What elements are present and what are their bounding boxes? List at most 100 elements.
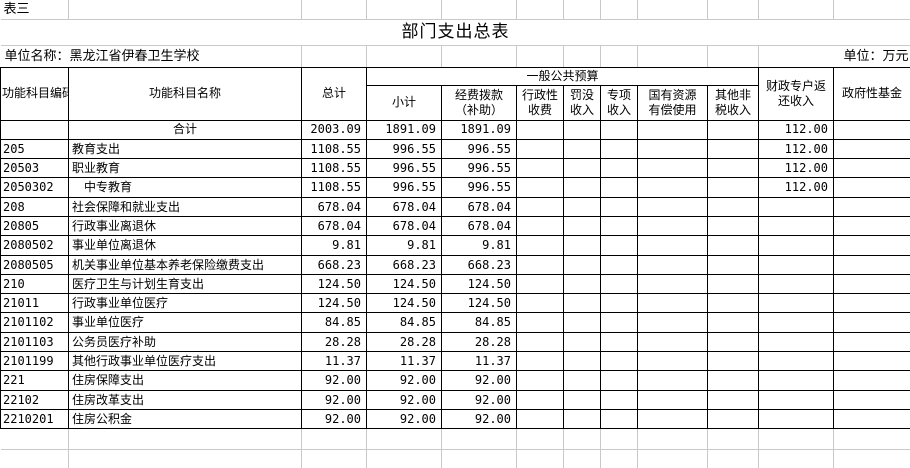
col-header-gov-funds[interactable]: 政府性基金 [833,66,910,121]
cell-grant[interactable]: 678.04 [441,196,517,217]
cell-gov-funds[interactable] [833,235,910,256]
empty-cell[interactable] [637,449,708,468]
empty-cell[interactable] [366,0,442,20]
empty-cell[interactable] [301,45,367,68]
cell-grant[interactable]: 9.81 [441,235,517,256]
cell-grant[interactable]: 996.55 [441,138,517,160]
empty-cell[interactable] [441,428,517,451]
empty-cell[interactable] [68,428,302,451]
cell-state-resources[interactable] [637,138,708,160]
col-header-fiscal-return[interactable]: 财政专户返 还收入 [758,66,834,121]
cell-admin-fees[interactable] [516,177,564,198]
cell-confiscation[interactable] [563,215,601,237]
cell-confiscation[interactable] [563,235,601,256]
cell-admin-fees[interactable] [516,331,564,353]
cell-other-nontax[interactable] [707,158,759,179]
cell-name[interactable]: 社会保障和就业支出 [68,196,302,217]
cell-fiscal-return[interactable] [758,254,834,275]
empty-cell[interactable] [516,449,564,468]
cell-state-resources[interactable] [637,273,708,295]
cell-total[interactable]: 2003.09 [301,119,367,140]
cell-special-income[interactable] [600,138,638,160]
cell-other-nontax[interactable] [707,273,759,295]
cell-confiscation[interactable] [563,138,601,160]
cell-code[interactable]: 221 [0,370,69,391]
cell-gov-funds[interactable] [833,389,910,410]
cell-subtotal[interactable]: 678.04 [366,215,442,237]
cell-fiscal-return[interactable] [758,293,834,314]
empty-cell[interactable] [707,428,759,451]
cell-other-nontax[interactable] [707,293,759,314]
cell-grant[interactable]: 124.50 [441,293,517,314]
cell-name[interactable]: 职业教育 [68,158,302,179]
cell-state-resources[interactable] [637,351,708,372]
cell-confiscation[interactable] [563,158,601,179]
cell-state-resources[interactable] [637,293,708,314]
empty-cell[interactable] [563,0,601,20]
cell-code[interactable]: 2101103 [0,331,69,353]
cell-other-nontax[interactable] [707,408,759,430]
cell-grant[interactable]: 92.00 [441,408,517,430]
cell-confiscation[interactable] [563,408,601,430]
cell-fiscal-return[interactable] [758,273,834,295]
cell-code[interactable]: 210 [0,273,69,295]
cell-total[interactable]: 668.23 [301,254,367,275]
cell-admin-fees[interactable] [516,119,564,140]
cell-subtotal[interactable]: 996.55 [366,138,442,160]
cell-subtotal[interactable]: 124.50 [366,273,442,295]
cell-state-resources[interactable] [637,370,708,391]
cell-admin-fees[interactable] [516,235,564,256]
cell-fiscal-return[interactable]: 112.00 [758,138,834,160]
cell-special-income[interactable] [600,254,638,275]
cell-total[interactable]: 678.04 [301,215,367,237]
cell-state-resources[interactable] [637,235,708,256]
sheet-label-cell[interactable]: 表三 [0,0,69,20]
cell-grant[interactable]: 996.55 [441,158,517,179]
cell-other-nontax[interactable] [707,389,759,410]
cell-admin-fees[interactable] [516,273,564,295]
empty-cell[interactable] [637,0,708,20]
cell-code[interactable]: 20503 [0,158,69,179]
cell-subtotal[interactable]: 92.00 [366,370,442,391]
cell-code[interactable]: 21011 [0,293,69,314]
empty-cell[interactable] [758,428,834,451]
cell-total[interactable]: 124.50 [301,273,367,295]
empty-cell[interactable] [600,428,638,451]
cell-other-nontax[interactable] [707,254,759,275]
cell-code[interactable]: 2101199 [0,351,69,372]
cell-special-income[interactable] [600,408,638,430]
cell-code[interactable]: 2080502 [0,235,69,256]
cell-name[interactable]: 其他行政事业单位医疗支出 [68,351,302,372]
cell-grant[interactable]: 668.23 [441,254,517,275]
cell-gov-funds[interactable] [833,119,910,140]
col-header-code[interactable]: 功能科目编码 [0,66,69,121]
cell-confiscation[interactable] [563,196,601,217]
cell-fiscal-return[interactable] [758,235,834,256]
cell-confiscation[interactable] [563,254,601,275]
cell-fiscal-return[interactable]: 112.00 [758,158,834,179]
empty-cell[interactable] [0,428,69,451]
cell-subtotal[interactable]: 678.04 [366,196,442,217]
cell-special-income[interactable] [600,389,638,410]
cell-gov-funds[interactable] [833,293,910,314]
empty-cell[interactable] [366,45,442,68]
cell-code[interactable]: 2050302 [0,177,69,198]
empty-cell[interactable] [68,0,302,20]
cell-name[interactable]: 事业单位医疗 [68,312,302,333]
cell-total[interactable]: 92.00 [301,389,367,410]
cell-special-income[interactable] [600,293,638,314]
col-header-other-nontax[interactable]: 其他非 税收入 [707,84,759,121]
cell-admin-fees[interactable] [516,293,564,314]
cell-special-income[interactable] [600,119,638,140]
empty-cell[interactable] [441,45,517,68]
cell-total[interactable]: 28.28 [301,331,367,353]
cell-total[interactable]: 124.50 [301,293,367,314]
cell-name[interactable]: 中专教育 [68,177,302,198]
cell-total[interactable]: 84.85 [301,312,367,333]
cell-grant[interactable]: 28.28 [441,331,517,353]
empty-cell[interactable] [68,449,302,468]
cell-admin-fees[interactable] [516,408,564,430]
cell-total[interactable]: 1108.55 [301,177,367,198]
cell-code[interactable]: 22102 [0,389,69,410]
cell-grant[interactable]: 124.50 [441,273,517,295]
